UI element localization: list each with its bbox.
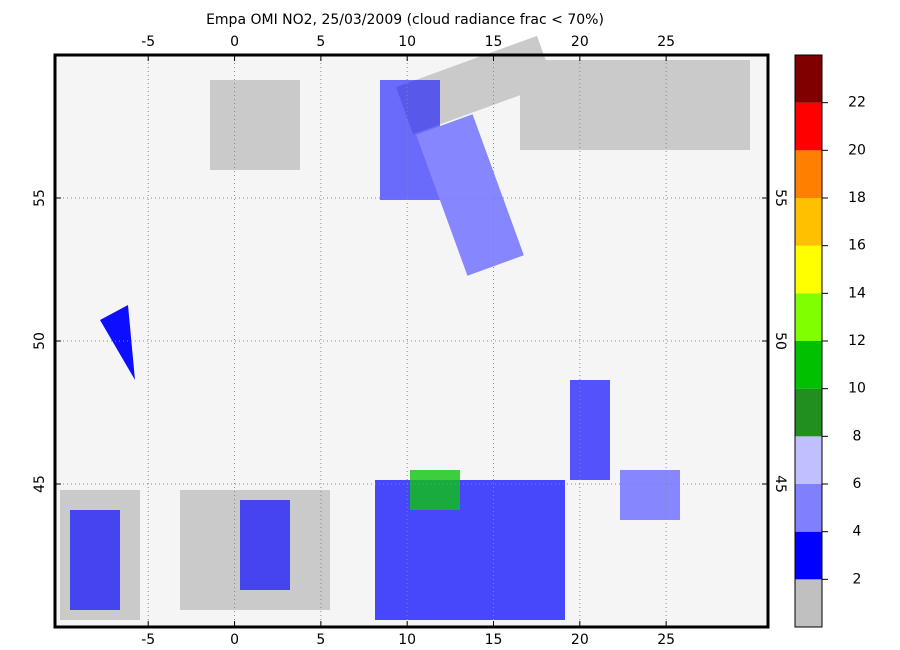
x-tick-label: 10: [398, 34, 416, 50]
colorbar-bin: [795, 388, 822, 437]
y-tick-label: 45: [32, 475, 48, 493]
swath: [520, 60, 750, 150]
colorbar-bin: [795, 102, 822, 151]
colorbar-tick-label: 6: [853, 476, 862, 492]
y-tick-label: 55: [772, 189, 788, 207]
x-tick-label: 20: [571, 632, 589, 648]
x-tick-label: 15: [485, 632, 503, 648]
colorbar-bin: [795, 245, 822, 294]
colorbar-tick-label: 12: [848, 333, 866, 349]
chart-title: Empa OMI NO2, 25/03/2009 (cloud radiance…: [206, 12, 604, 28]
x-tick-label: -5: [141, 632, 155, 648]
x-tick-label: 20: [571, 34, 589, 50]
colorbar-bin: [795, 55, 822, 103]
colorbar-bin: [795, 579, 822, 627]
x-tick-label: 0: [230, 34, 239, 50]
colorbar-tick-label: 10: [848, 381, 866, 397]
y-tick-label: 55: [32, 189, 48, 207]
colorbar-tick-label: 22: [848, 95, 866, 111]
swath: [240, 500, 290, 590]
x-tick-label: 5: [316, 34, 325, 50]
retrieval-swaths: [60, 35, 750, 620]
swath: [416, 114, 524, 276]
colorbar-bin: [795, 150, 822, 198]
x-tick-label: 5: [316, 632, 325, 648]
colorbar-tick-label: 8: [853, 428, 862, 444]
colorbar-bin: [795, 198, 822, 246]
colorbar-bin: [795, 293, 822, 341]
x-tick-label: 25: [657, 34, 675, 50]
swath: [100, 305, 135, 380]
colorbar-bin: [795, 341, 822, 389]
swath: [620, 470, 680, 520]
colorbar-bin: [795, 531, 822, 580]
colorbar-tick-label: 4: [853, 524, 862, 540]
y-tick-label: 45: [772, 475, 788, 493]
ticks-and-grid: [55, 55, 768, 627]
x-tick-label: 10: [398, 632, 416, 648]
swath: [570, 380, 610, 480]
map-frame: [53, 53, 770, 629]
swath: [210, 80, 300, 170]
x-tick-label: 25: [657, 632, 675, 648]
swath: [375, 480, 565, 620]
x-tick-label: -5: [141, 34, 155, 50]
colorbar-tick-label: 14: [848, 285, 866, 301]
swath: [410, 470, 460, 510]
colorbar-tick-label: 20: [848, 142, 866, 158]
colorbar-tick-label: 16: [848, 238, 866, 254]
swath: [70, 510, 120, 610]
colorbar-bin: [795, 484, 822, 532]
colorbar-tick-label: 18: [848, 190, 866, 206]
x-tick-label: 15: [485, 34, 503, 50]
colorbar-bin: [795, 436, 822, 484]
y-tick-label: 50: [772, 332, 788, 350]
colorbar-tick-label: 2: [853, 571, 862, 587]
y-tick-label: 50: [32, 332, 48, 350]
x-tick-label: 0: [230, 632, 239, 648]
